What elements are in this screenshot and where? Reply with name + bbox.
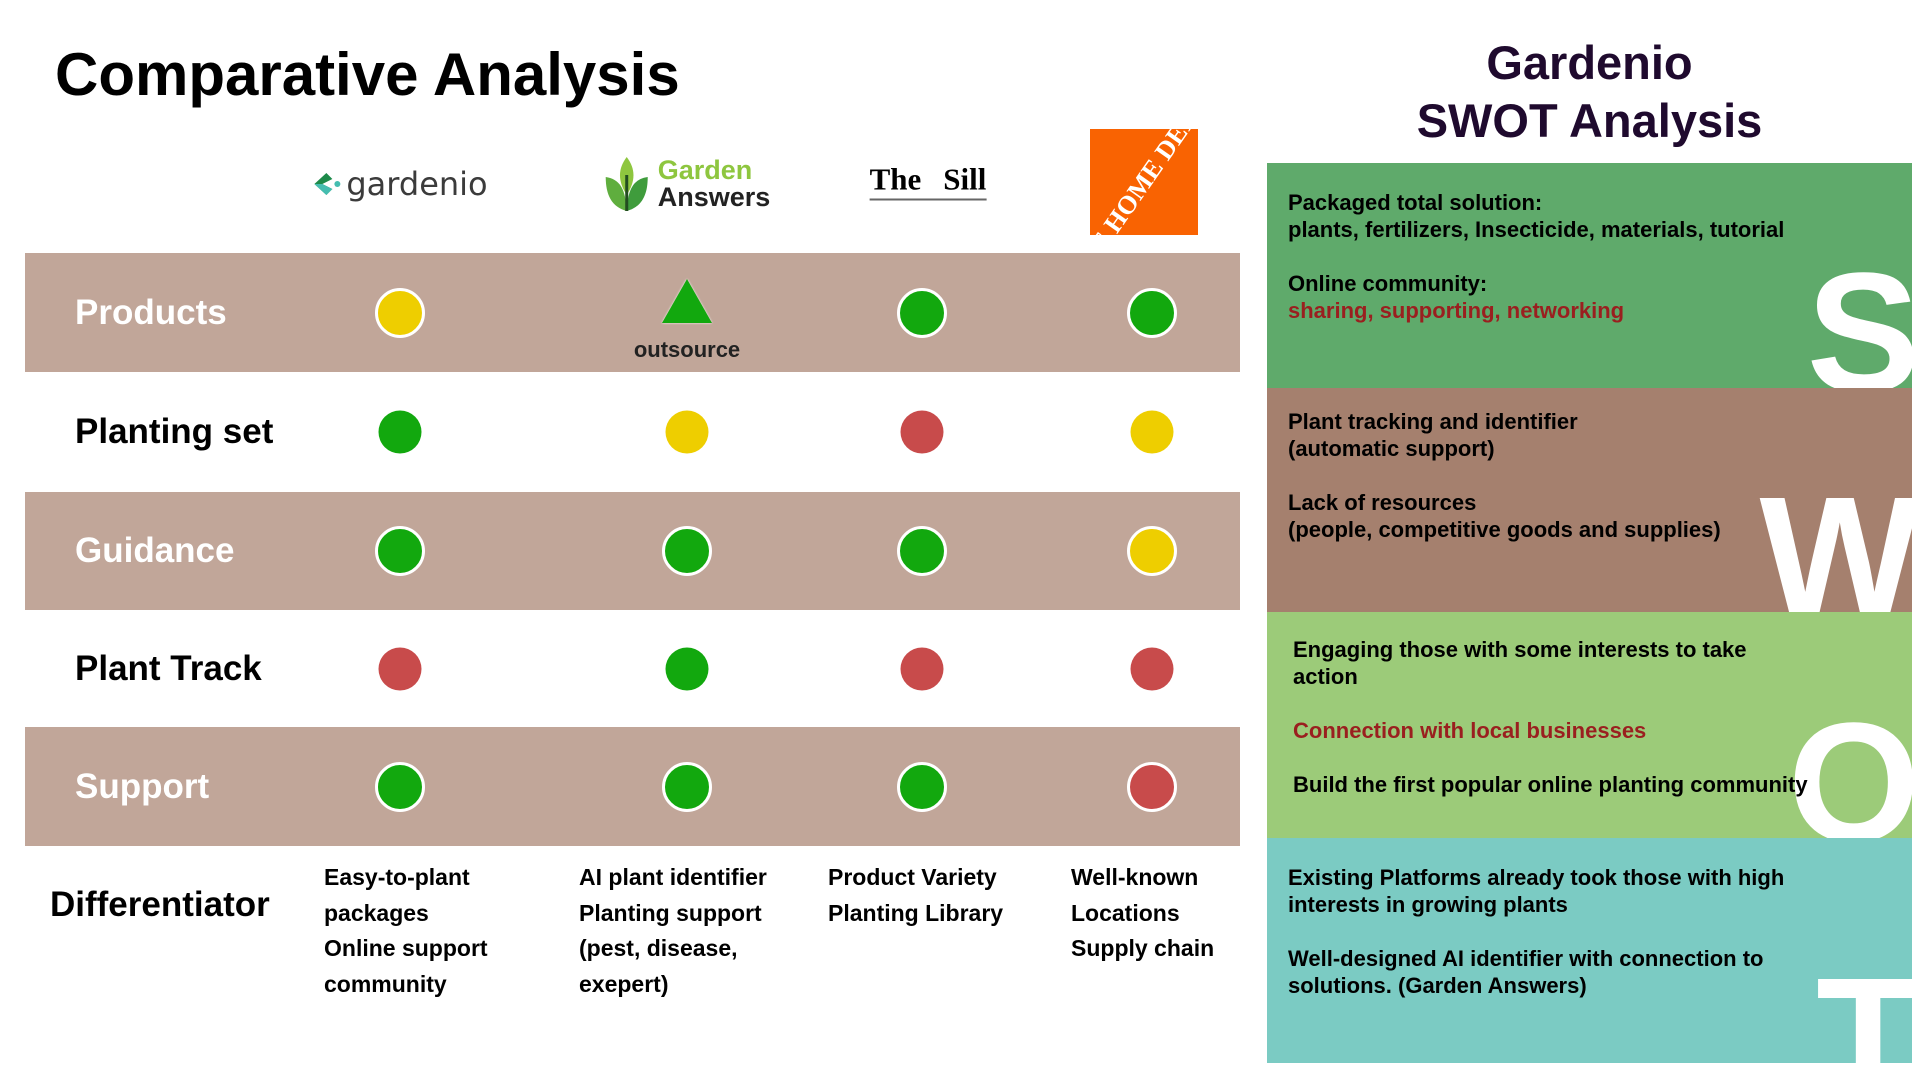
differentiator-line: AI plant identifier <box>579 864 767 890</box>
row-products: Products outsource <box>25 253 1240 372</box>
differentiator-line: Product Variety <box>828 864 997 890</box>
rating-good-icon <box>378 410 422 454</box>
differentiator-line: Supply chain <box>1071 935 1215 961</box>
page-title: Comparative Analysis <box>55 41 680 108</box>
swot-letter-o: O <box>1787 688 1912 838</box>
rating-medium-icon <box>375 287 425 338</box>
swot-weaknesses: Plant tracking and identifier (automatic … <box>1267 388 1912 612</box>
row-support: Support <box>25 727 1240 846</box>
differentiator-line: Easy-to-plant <box>324 864 470 890</box>
differentiator-line: Planting support <box>579 899 762 926</box>
rating-poor-icon <box>900 410 944 454</box>
row-label: Products <box>75 292 227 332</box>
gardenio-logo: gardenio <box>312 165 488 203</box>
gardenio-leaf-icon <box>314 173 341 195</box>
swot-threats: Existing Platforms already took those wi… <box>1267 838 1912 1063</box>
rating-poor-icon <box>1130 647 1174 690</box>
differentiator-garden-answers: AI plant identifier Planting support (pest… <box>579 860 767 1002</box>
swot-letter-s: S <box>1806 238 1912 388</box>
row-planting-set: Planting set <box>25 372 1240 492</box>
rating-good-icon <box>897 761 947 812</box>
rating-medium-icon <box>665 410 709 454</box>
home-depot-logo: THE HOME DEPOT <box>1090 129 1198 235</box>
rating-good-icon <box>662 526 712 576</box>
swot-opportunities: Engaging those with some interests to ta… <box>1267 612 1912 838</box>
differentiator-line: Locations <box>1071 899 1180 926</box>
rating-good-icon <box>1127 287 1177 338</box>
plant-leaf-icon <box>605 157 648 211</box>
rating-medium-icon <box>1130 410 1174 454</box>
differentiator-label: Differentiator <box>50 885 270 924</box>
rating-poor-icon <box>1127 761 1177 812</box>
row-label: Support <box>75 766 210 806</box>
rating-medium-icon <box>1127 526 1177 576</box>
rating-good-icon <box>662 761 712 812</box>
row-plant-track: Plant Track <box>25 610 1240 727</box>
rating-good-icon <box>665 647 709 690</box>
differentiator-line: community <box>324 970 447 997</box>
rating-triangle-icon <box>662 278 712 323</box>
swot-letter-t: T <box>1816 943 1912 1063</box>
row-label: Guidance <box>75 531 235 570</box>
differentiator-line: exepert) <box>579 970 669 997</box>
differentiator-line: Online support <box>324 935 488 961</box>
row-guidance: Guidance <box>25 492 1240 610</box>
differentiator-line: Planting Library <box>828 899 1004 926</box>
differentiator-the-home-depot: Well-known Locations Supply chain <box>1071 860 1214 967</box>
swot-title: Gardenio SWOT Analysis <box>1416 36 1763 147</box>
row-label: Planting set <box>75 412 274 451</box>
swot-strengths: Packaged total solution: plants, fertiliz… <box>1267 163 1912 388</box>
differentiator-gardenio: Easy-to-plant packages Online support commu… <box>324 860 488 1002</box>
garden-answers-logo: Garden Answers <box>604 155 770 213</box>
the-sill-logo: The Sill <box>869 162 987 201</box>
rating-good-icon <box>897 287 947 338</box>
swot-letter-w: W <box>1759 462 1912 612</box>
differentiator-the-sill: Product Variety Planting Library <box>828 860 1003 931</box>
rating-good-icon <box>897 526 947 576</box>
rating-good-icon <box>375 526 425 576</box>
rating-poor-icon <box>378 647 422 690</box>
rating-poor-icon <box>900 647 944 690</box>
differentiator-line: (pest, disease, <box>579 935 738 961</box>
row-label: Plant Track <box>75 648 262 688</box>
rating-note: outsource <box>633 337 741 362</box>
rating-good-icon <box>375 761 425 812</box>
differentiator-line: Well-known <box>1071 864 1199 890</box>
differentiator-line: packages <box>324 899 429 926</box>
